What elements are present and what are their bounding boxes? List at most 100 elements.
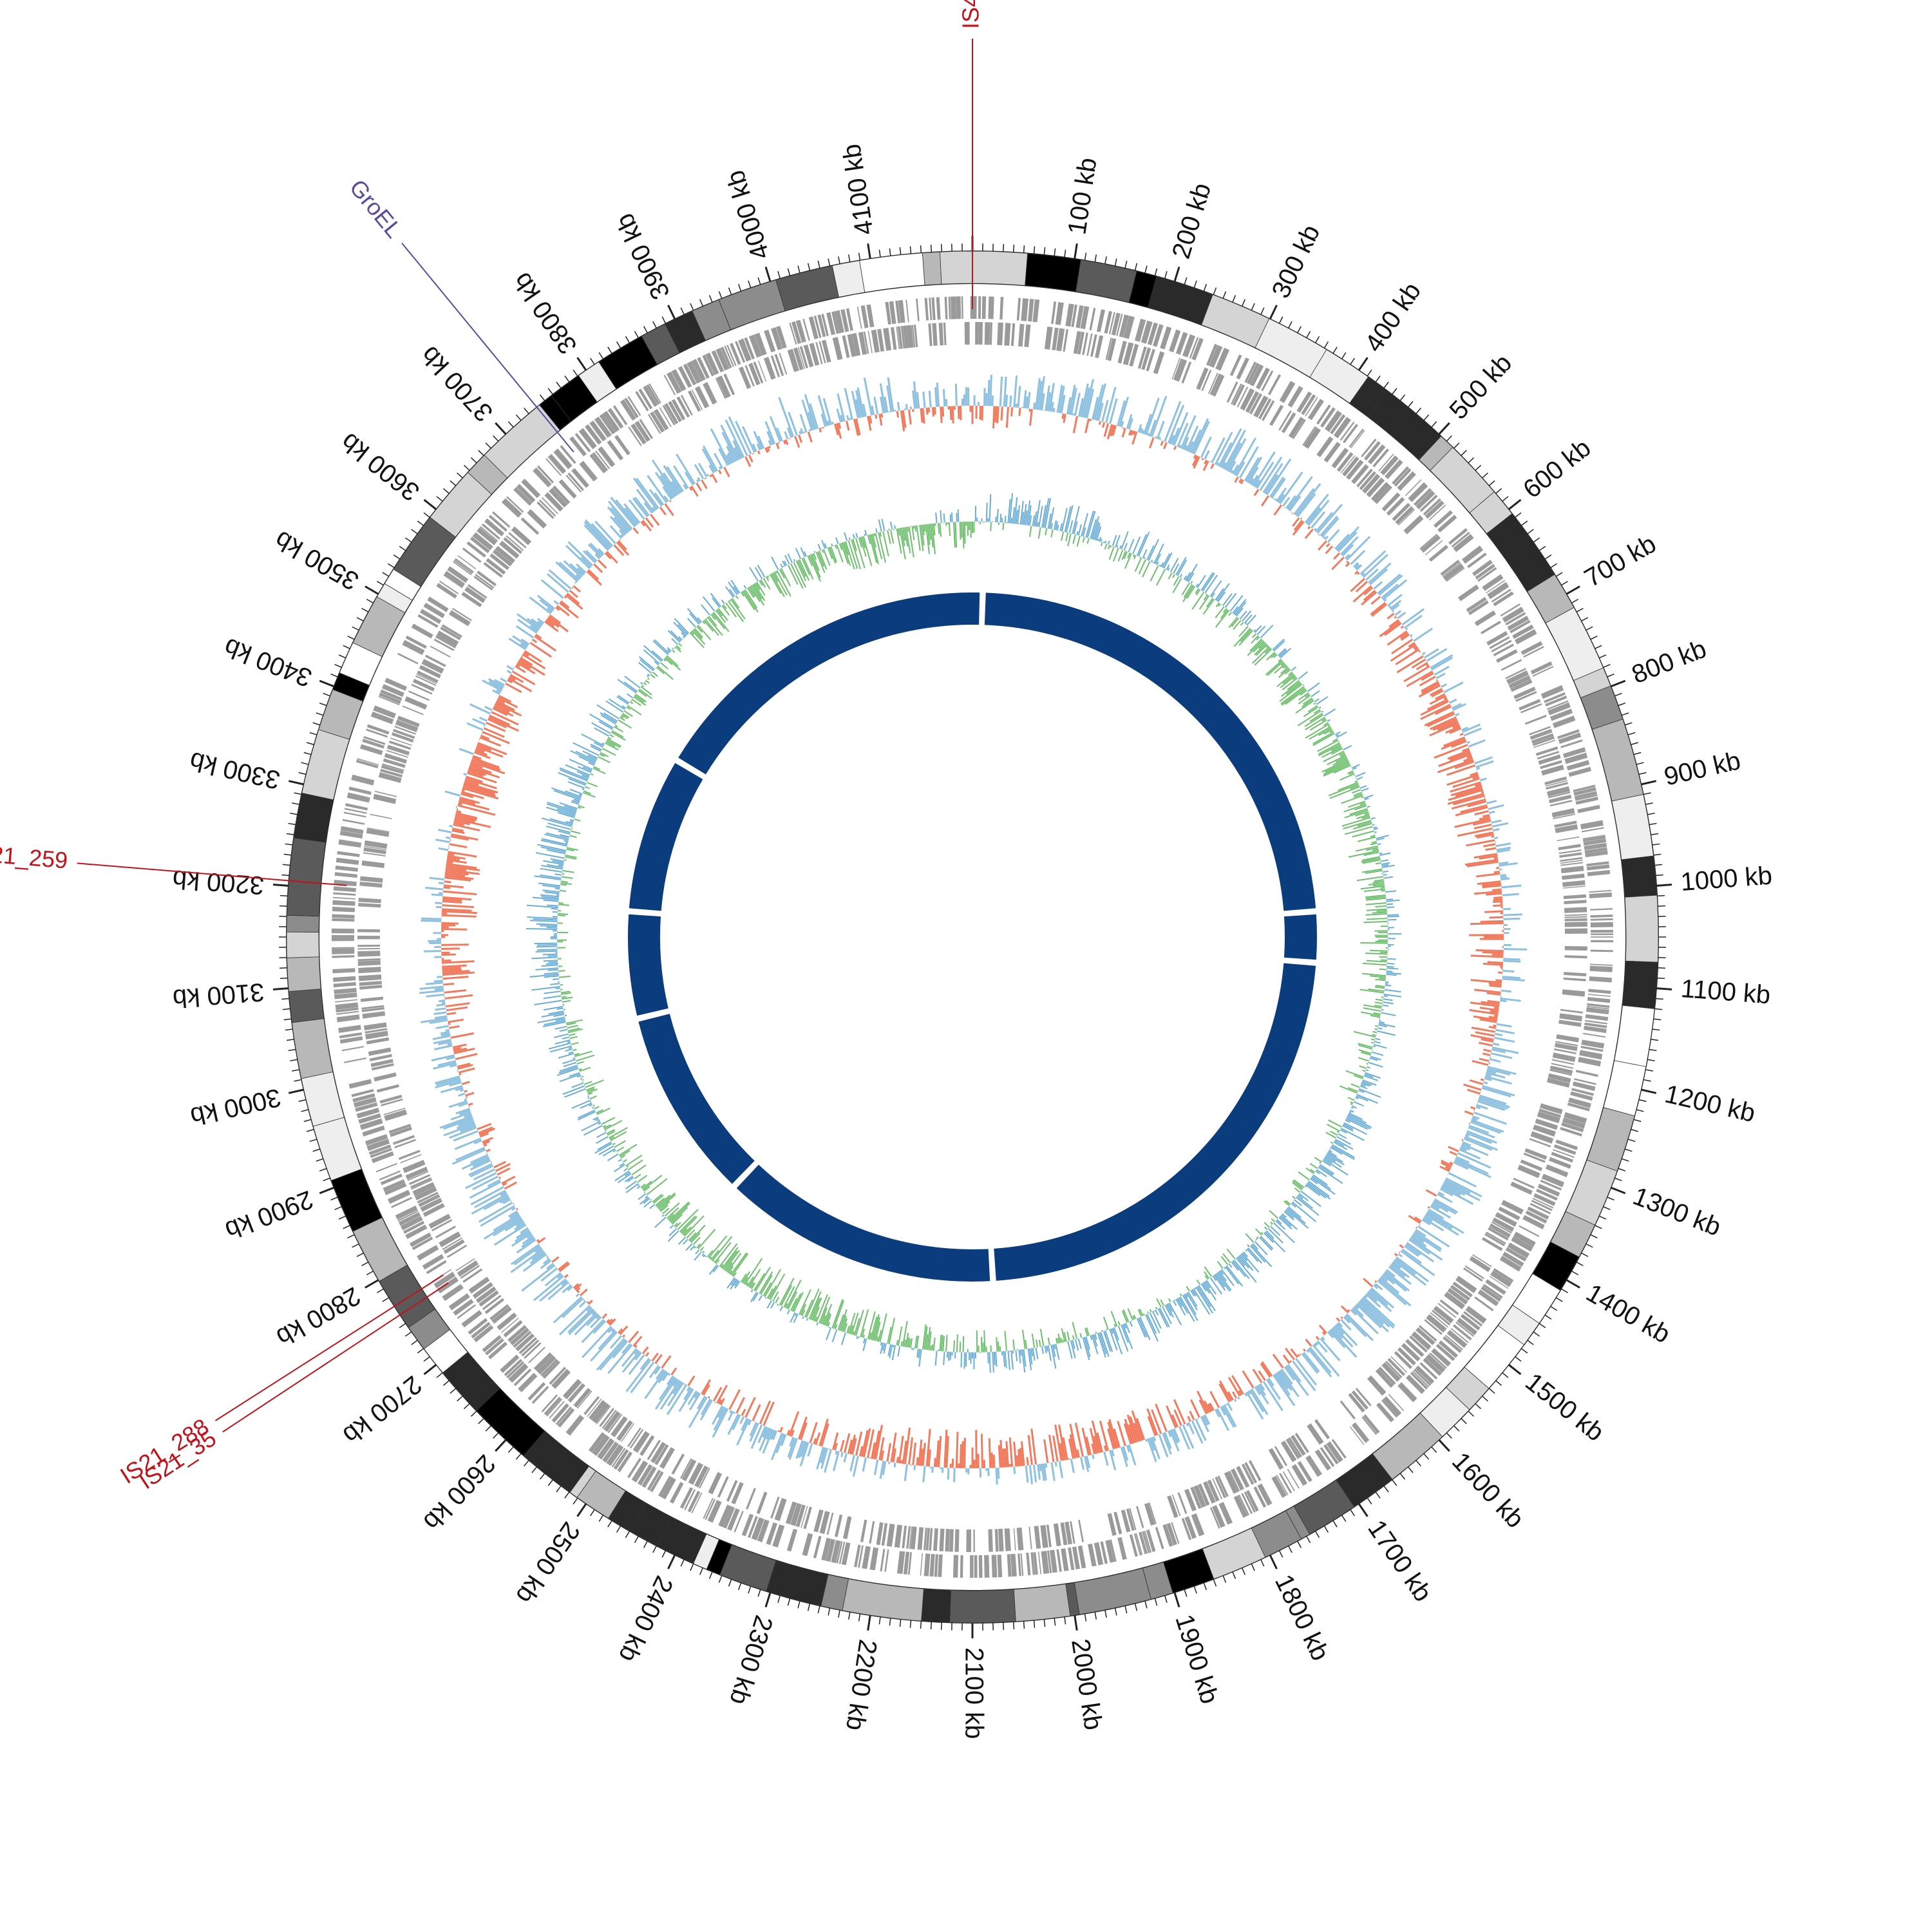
gc-bar (435, 1077, 461, 1086)
skew-bar (1050, 1345, 1057, 1369)
gene-feature (1529, 726, 1551, 735)
skew-bar (1367, 1066, 1371, 1069)
skew-bar (1373, 828, 1378, 831)
gene-feature (1589, 976, 1612, 983)
gc-bar (736, 1418, 750, 1446)
gc-bar (482, 731, 510, 744)
gc-bar (1474, 890, 1502, 895)
gc-bar (799, 1422, 808, 1441)
gene-feature (428, 1213, 451, 1229)
gc-bar (471, 757, 500, 769)
gene-feature (1268, 1448, 1284, 1470)
gene-feature (903, 1551, 910, 1575)
gc-bar (718, 448, 729, 466)
gc-bar (836, 422, 842, 439)
gc-bar (431, 1054, 455, 1062)
gc-bar (458, 800, 490, 811)
minor-tick (878, 1616, 881, 1625)
gene-feature (894, 1524, 903, 1548)
skew-bar (559, 802, 578, 810)
gene-feature (527, 1382, 546, 1401)
skew-bar (1331, 748, 1343, 755)
skew-bar (1365, 952, 1388, 955)
skew-bar (1360, 1011, 1381, 1017)
skew-bar (1372, 1034, 1376, 1036)
skew-bar (1109, 1329, 1118, 1350)
skew-bar (1197, 574, 1206, 589)
gene-feature (821, 1537, 831, 1561)
skew-bar (572, 799, 580, 804)
ideogram-band (1075, 259, 1137, 303)
gene-feature (973, 1529, 975, 1552)
skew-bar (1220, 1256, 1229, 1265)
gc-bar (857, 387, 865, 417)
gc-bar (524, 650, 542, 663)
gc-bar (819, 1418, 829, 1446)
gc-bar (1495, 842, 1511, 848)
gc-bar (678, 1388, 694, 1412)
gc-bar (1290, 1348, 1298, 1358)
skew-bar (1139, 556, 1141, 558)
skew-bar (609, 734, 614, 738)
gc-bar (551, 1256, 560, 1263)
tick-label: 1000 kb (1680, 862, 1773, 897)
minor-tick (1391, 1479, 1397, 1486)
gene-feature (362, 739, 385, 749)
gc-bar (896, 401, 900, 412)
minor-tick (643, 1540, 648, 1548)
skew-bar (1173, 576, 1180, 586)
skew-bar (1267, 1227, 1283, 1244)
skew-bar (582, 766, 592, 772)
skew-bar (542, 884, 560, 888)
gc-bar (863, 1428, 871, 1457)
gc-bar (752, 444, 757, 452)
minor-tick (1636, 762, 1644, 765)
skew-bar (1061, 507, 1068, 532)
gene-feature (1142, 1531, 1150, 1553)
skew-bar (780, 564, 783, 568)
gene-feature (650, 1471, 664, 1493)
skew-bar (1372, 880, 1385, 884)
gc-bar (487, 1179, 501, 1188)
skew-bar (1353, 1030, 1376, 1038)
minor-tick (338, 1215, 346, 1220)
skew-bar (1347, 770, 1354, 774)
gene-feature (1450, 1285, 1471, 1301)
gc-bar (450, 1064, 457, 1068)
gene-feature (1590, 949, 1613, 952)
minor-tick (1595, 1224, 1602, 1229)
skew-bar (768, 1285, 777, 1300)
skew-bar (559, 769, 588, 782)
skew-bar (1354, 805, 1367, 811)
gc-bar (788, 412, 798, 436)
gc-bar (1455, 1157, 1489, 1175)
minor-tick (652, 321, 658, 329)
gc-bar (1137, 424, 1142, 433)
gc-bar (1009, 1437, 1014, 1467)
gc-bar (1413, 1232, 1442, 1253)
skew-bar (1045, 528, 1048, 536)
skew-bar (1374, 1028, 1378, 1030)
gc-bar (1430, 1205, 1451, 1219)
gc-bar (534, 635, 556, 652)
skew-bar (1048, 507, 1055, 529)
gene-feature (1355, 1388, 1372, 1406)
gene-feature (573, 1388, 591, 1408)
gene-feature (394, 725, 417, 735)
skew-bar (749, 585, 761, 603)
gc-bar (619, 1325, 629, 1336)
skew-bar (621, 712, 630, 719)
skew-bar (534, 942, 558, 945)
gene-feature (513, 1331, 532, 1348)
skew-bar (607, 1130, 616, 1136)
gc-bar (1223, 429, 1247, 470)
gc-bar (1354, 564, 1360, 569)
gene-feature (1425, 540, 1443, 556)
gene-feature (1233, 1495, 1248, 1518)
major-tick (1640, 780, 1657, 786)
gc-bar (1204, 459, 1208, 465)
skew-bar (1139, 1309, 1144, 1316)
skew-bar (1094, 523, 1101, 540)
skew-bar (1206, 1280, 1217, 1295)
skew-bar (656, 667, 665, 674)
